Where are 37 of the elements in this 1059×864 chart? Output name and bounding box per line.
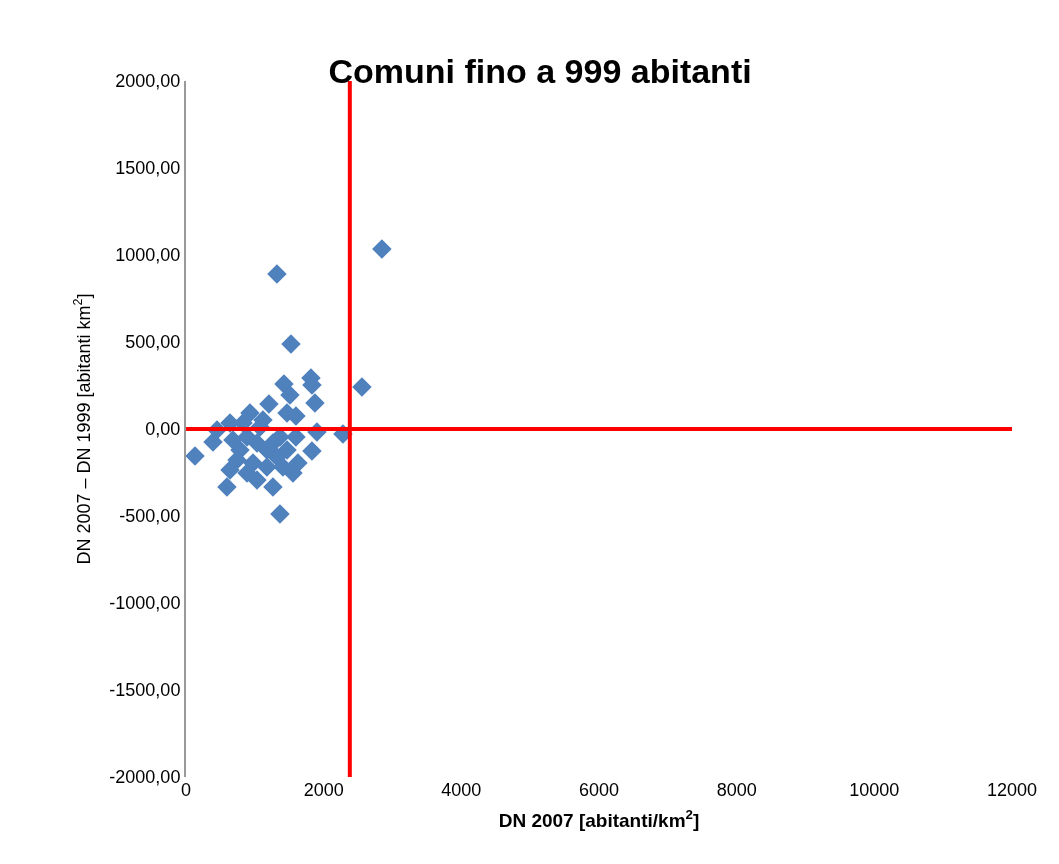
point — [217, 477, 237, 497]
x-tick-label: 4000 — [441, 780, 482, 800]
point — [277, 440, 297, 460]
point — [223, 430, 243, 450]
point — [288, 453, 308, 473]
y-tick-label: 0,00 — [145, 419, 181, 440]
x-tick-label: 2000 — [303, 780, 344, 800]
point — [186, 446, 205, 466]
x-axis-title: DN 2007 [abitanti/km$^{2}$] — [498, 806, 700, 831]
y-tick-label: 1000,00 — [115, 245, 181, 266]
point — [267, 264, 287, 284]
point — [281, 334, 301, 354]
y-tick-label: -500,00 — [119, 506, 181, 527]
point — [270, 504, 290, 524]
point — [257, 457, 277, 477]
point — [259, 394, 279, 414]
x-tick-label: 0 — [180, 780, 192, 800]
point — [302, 441, 322, 461]
x-tick-label: 6000 — [578, 780, 620, 800]
point — [352, 377, 372, 397]
point — [280, 385, 300, 405]
y-tick-label: -1000,00 — [109, 593, 181, 614]
x-tick-label: 8000 — [716, 780, 757, 800]
point — [227, 450, 247, 470]
y-tick-label: 500,00 — [125, 332, 181, 353]
y-tick-label: -1500,00 — [109, 680, 181, 701]
point — [372, 239, 392, 259]
x-tick-label: 10000 — [849, 780, 900, 800]
point — [273, 457, 293, 477]
point — [237, 463, 257, 483]
y-tick-label: -2000,00 — [109, 767, 181, 788]
point — [263, 477, 283, 497]
y-tick-label: 1500,00 — [115, 158, 181, 179]
chart-title: Comuni fino a 999 abitanti — [328, 51, 752, 90]
y-tick-label: 2000,00 — [115, 71, 181, 92]
x-tick-label: 12000 — [986, 780, 1038, 800]
point — [305, 393, 325, 413]
